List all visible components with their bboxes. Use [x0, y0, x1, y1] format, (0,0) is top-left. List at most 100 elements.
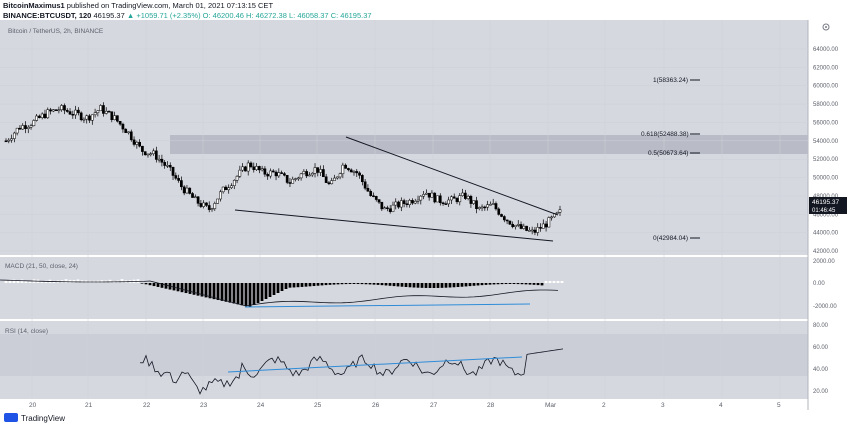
fib-label-05: 0.5(50673.64): [648, 150, 688, 157]
macd-bar: [224, 283, 228, 302]
candle: [536, 227, 540, 233]
time-tick: 4: [719, 402, 723, 409]
candle: [202, 202, 206, 207]
macd-bar: [352, 283, 356, 285]
macd-tick: 0.00: [813, 281, 825, 287]
candle: [43, 113, 47, 119]
candle: [35, 115, 38, 121]
countdown-label: 01:46:45: [812, 208, 836, 214]
macd-bar: [400, 283, 404, 287]
candle: [363, 181, 367, 189]
candle: [394, 201, 398, 206]
macd-bar: [164, 283, 168, 289]
macd-bar: [180, 283, 184, 293]
macd-axis: 2000.00 0.00 -2000.00: [813, 259, 837, 310]
candle: [494, 203, 498, 210]
fib-zone: [170, 135, 808, 154]
macd-pane[interactable]: [0, 257, 808, 319]
price-tick: 50000.00: [813, 176, 839, 182]
author-name[interactable]: BitcoinMaximus1: [3, 1, 65, 10]
candle: [541, 223, 545, 229]
candle: [285, 175, 289, 183]
macd-bar: [144, 283, 148, 285]
candle-series: [4, 102, 562, 236]
macd-bar: [376, 283, 380, 285]
macd-bar: [532, 283, 536, 285]
candle: [380, 201, 384, 210]
candle: [213, 203, 217, 209]
macd-bar: [8, 279, 12, 283]
tradingview-logo[interactable]: TradingView: [4, 413, 65, 423]
macd-bar: [192, 283, 196, 295]
macd-label: MACD (21, 50, close, 24): [5, 263, 78, 270]
candle: [533, 229, 537, 233]
candle: [327, 182, 331, 185]
macd-bar: [404, 283, 408, 288]
candle: [352, 171, 356, 173]
macd-bar: [208, 283, 212, 299]
rsi-tick: 20.00: [813, 389, 829, 395]
candle: [121, 123, 125, 130]
wedge-upper-trendline[interactable]: [345, 136, 559, 216]
candle: [238, 169, 242, 177]
chart-canvas[interactable]: 1(58363.24) 0.618(52488.38) 0.5(50673.64…: [0, 20, 850, 410]
macd-bar: [552, 281, 556, 283]
time-tick: 24: [257, 402, 265, 409]
candle: [143, 151, 147, 156]
macd-bar: [340, 283, 344, 285]
gear-icon[interactable]: [822, 23, 830, 31]
candle: [60, 105, 64, 111]
macd-bar: [280, 283, 284, 291]
macd-bar: [304, 283, 308, 287]
fib-label-0618: 0.618(52488.38): [641, 131, 689, 138]
candle: [405, 203, 409, 205]
macd-bar: [184, 283, 188, 294]
macd-bar: [356, 283, 360, 285]
candle: [313, 167, 317, 174]
macd-bar: [300, 283, 304, 287]
candle: [283, 173, 286, 176]
candle: [79, 112, 83, 121]
candle: [344, 164, 347, 169]
candle: [93, 112, 97, 116]
candle: [472, 200, 476, 204]
rsi-divergence-line: [227, 356, 523, 373]
candle: [199, 203, 203, 207]
candle: [4, 140, 8, 143]
candle: [257, 166, 261, 171]
time-tick: 27: [430, 402, 438, 409]
candle: [425, 192, 428, 195]
candle: [99, 105, 103, 112]
symbol-change: ▲ +1059.71 (+2.35%): [126, 11, 201, 20]
candle: [360, 175, 364, 183]
candle: [427, 192, 431, 198]
price-tick: 64000.00: [813, 47, 839, 53]
symbol-ohlc: O: 46200.46 H: 46272.38 L: 46058.37 C: 4…: [202, 11, 372, 20]
time-tick: 3: [661, 402, 665, 409]
macd-bar: [108, 279, 112, 283]
candle: [219, 191, 222, 200]
macd-bar: [20, 279, 24, 283]
macd-bar: [416, 283, 420, 288]
macd-bar: [216, 283, 220, 301]
macd-bar: [196, 283, 200, 296]
candle: [141, 145, 144, 152]
candle: [383, 207, 386, 210]
macd-bar: [272, 283, 276, 295]
candle: [505, 219, 509, 222]
candle: [413, 201, 417, 204]
wedge-lower-trendline[interactable]: [234, 209, 554, 242]
candle: [263, 168, 267, 175]
footer: TradingView: [0, 410, 850, 428]
candle: [154, 150, 158, 160]
candle: [294, 178, 297, 180]
macd-bar: [440, 283, 444, 288]
candle: [174, 175, 178, 179]
candle: [57, 109, 61, 112]
macd-bar: [344, 283, 348, 285]
macd-bar: [432, 283, 436, 288]
macd-bar: [412, 283, 416, 288]
tradingview-logo-icon: [4, 413, 18, 422]
candle: [544, 223, 548, 228]
candle: [528, 230, 531, 232]
